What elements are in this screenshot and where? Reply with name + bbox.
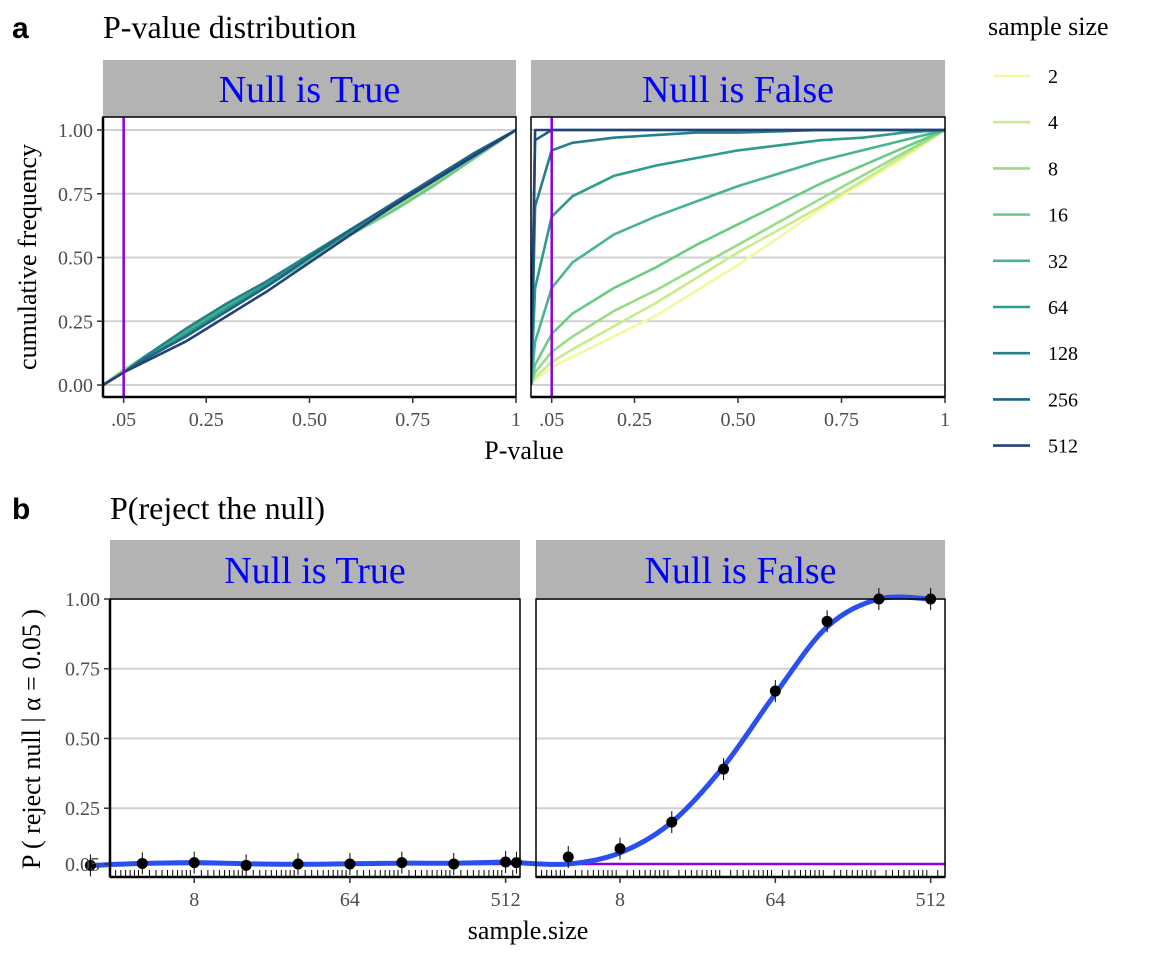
- y-tick-label: 0.25: [65, 798, 100, 820]
- y-tick-label: 0.25: [58, 311, 93, 333]
- x-axis-title: sample.size: [468, 916, 589, 945]
- panel-b-title: P(reject the null): [110, 490, 325, 526]
- facet-strip: [536, 540, 945, 599]
- y-tick-label: 1.00: [65, 589, 100, 611]
- legend-label: 4: [1048, 112, 1058, 134]
- facet-strip: [110, 540, 520, 599]
- y-tick-label: 0.00: [58, 375, 93, 397]
- facet-label: Null is True: [219, 69, 401, 111]
- series-line-n512: [103, 128, 516, 387]
- y-tick-label: 1.00: [58, 120, 93, 142]
- x-tick-label: 0.50: [292, 409, 327, 431]
- x-tick-label: 0.25: [189, 409, 224, 431]
- legend-label: 2: [1048, 66, 1058, 88]
- legend-label: 32: [1048, 251, 1068, 273]
- x-tick-label: 1: [511, 409, 521, 431]
- x-tick-label: 0.75: [395, 409, 430, 431]
- x-tick-label: 0.75: [824, 409, 859, 431]
- facet-strip: [531, 60, 945, 117]
- y-tick-label: 0.50: [58, 248, 93, 270]
- x-axis-title: P-value: [484, 436, 563, 465]
- legend-label: 128: [1048, 343, 1078, 365]
- legend-label: 8: [1048, 158, 1058, 180]
- y-tick-label: 0.05: [65, 854, 100, 876]
- x-tick-label: .05: [111, 409, 136, 431]
- facet-strip: [103, 60, 516, 117]
- facet-label: Null is True: [224, 550, 406, 592]
- legend-label: 256: [1048, 389, 1078, 411]
- x-tick-label: 8: [615, 889, 625, 911]
- y-tick-label: 0.50: [65, 728, 100, 750]
- y-axis-title: cumulative frequency: [13, 144, 42, 370]
- x-tick-label: 8: [189, 889, 199, 911]
- x-tick-label: 0.25: [617, 409, 652, 431]
- facet-label: Null is False: [642, 69, 834, 111]
- y-axis-title: P ( reject null | α = 0.05 ): [17, 609, 46, 869]
- x-tick-label: 512: [916, 889, 946, 911]
- legend-label: 64: [1048, 297, 1068, 319]
- series-line-n256: [103, 128, 516, 387]
- facet-label: Null is False: [644, 550, 836, 592]
- x-tick-label: 64: [340, 889, 360, 911]
- x-tick-label: 1: [940, 409, 950, 431]
- y-tick-label: 0.75: [65, 659, 100, 681]
- x-tick-label: 0.50: [721, 409, 756, 431]
- x-tick-label: 512: [491, 889, 521, 911]
- panel-a-tag: a: [12, 12, 29, 45]
- legend-label: 16: [1048, 205, 1068, 227]
- x-tick-label: 64: [765, 889, 785, 911]
- y-tick-label: 0.75: [58, 184, 93, 206]
- legend-title: sample size: [988, 12, 1109, 41]
- fit-curve: [514, 594, 934, 867]
- legend-label: 512: [1048, 436, 1078, 458]
- panel-b-tag: b: [12, 493, 30, 526]
- x-tick-label: .05: [539, 409, 564, 431]
- panel-a-title: P-value distribution: [103, 9, 356, 45]
